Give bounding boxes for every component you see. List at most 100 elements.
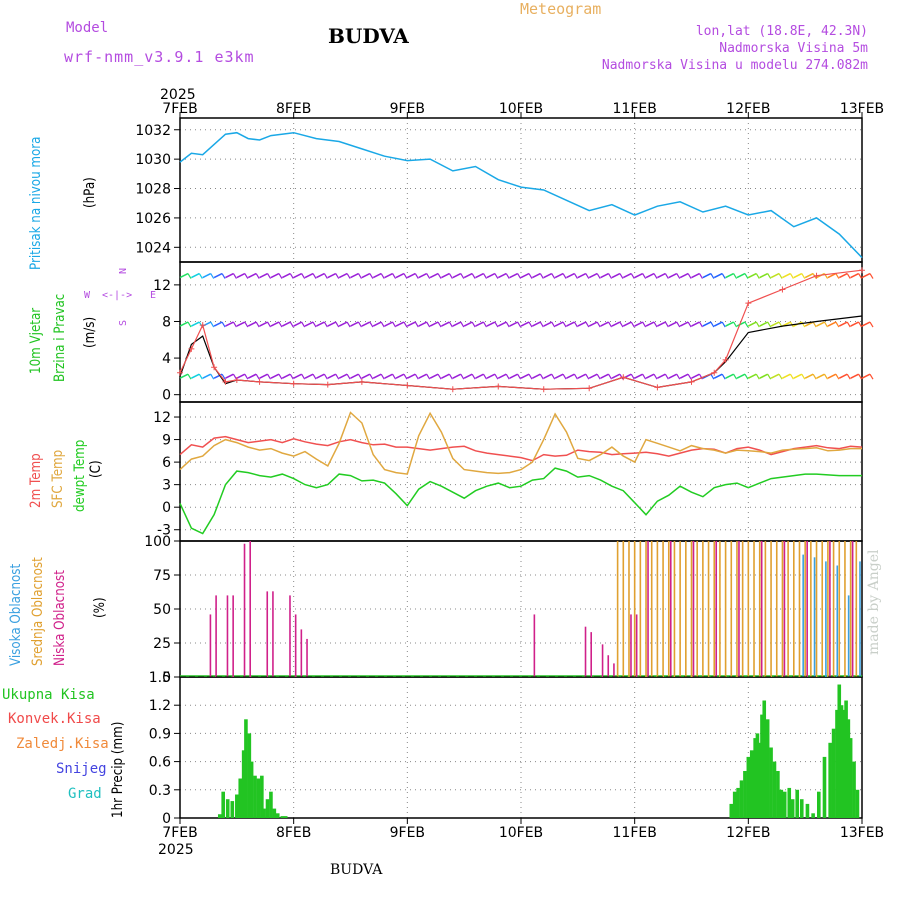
wind-barb-flag — [630, 321, 635, 328]
precip-bar — [779, 789, 784, 818]
wind-barb-flag — [426, 373, 431, 380]
wind-barb — [475, 321, 484, 327]
wind-barb-flag — [835, 373, 840, 380]
wind-barb — [850, 373, 859, 379]
wind-barb — [782, 272, 791, 279]
wind-barb-flag — [687, 373, 692, 380]
wind-barb — [406, 272, 416, 279]
precip-bar — [799, 799, 804, 818]
precip-bar — [848, 738, 853, 818]
precip-bar — [805, 803, 810, 818]
wind-barb-flag — [767, 373, 772, 380]
year-label-bottom: 2025 — [158, 842, 194, 858]
y-tick-label: 0.3 — [149, 783, 171, 799]
wind-barb — [395, 321, 405, 327]
wind-barb-flag — [323, 373, 328, 380]
legend-snow: Snijeg — [56, 761, 107, 777]
precip-bar — [765, 719, 770, 818]
wind-barb — [793, 272, 803, 279]
precip-bar — [265, 799, 270, 818]
wind-barb-flag — [392, 373, 397, 380]
wind-barb-flag — [505, 321, 510, 328]
wind-speed-marker — [688, 378, 695, 385]
wind-speed-marker — [495, 383, 502, 390]
wind-barb — [270, 272, 280, 279]
wind-barb-flag — [619, 373, 624, 380]
wind-speed-marker — [779, 286, 786, 293]
wind-barb — [247, 373, 257, 379]
x-tick-label-top: 8FEB — [276, 101, 311, 117]
wind-barb-flag — [403, 273, 408, 279]
wind-barb — [225, 321, 234, 327]
meteogram-label: Meteogram — [520, 0, 602, 18]
wind-barb-flag — [608, 373, 613, 380]
wind-barb-flag — [346, 373, 351, 380]
y-tick-label: 8 — [162, 314, 171, 330]
wind-speed-marker — [256, 378, 263, 385]
wind-barb — [691, 373, 700, 379]
wind-barb-flag — [517, 273, 522, 279]
wind-barb-flag — [642, 273, 647, 279]
wind-barb-flag — [414, 321, 419, 328]
legend-freezing-rain: Zaledj.Kisa — [16, 736, 109, 752]
wind-barb — [850, 321, 859, 327]
precip-bar — [846, 719, 851, 818]
wind-barb — [372, 272, 382, 279]
wind-barb — [668, 272, 678, 279]
wind-barb-flag — [710, 273, 715, 279]
wind-barb — [406, 321, 416, 327]
precip-bar — [790, 799, 795, 818]
wind-barb — [259, 272, 268, 279]
wind-speed-marker — [586, 385, 593, 392]
wind-barb — [668, 321, 678, 327]
wind-barb — [520, 321, 530, 327]
credit-label: made by Angel — [866, 549, 882, 656]
wind-speed-marker — [404, 382, 411, 389]
wind-barb-flag — [528, 273, 533, 279]
precip-bar — [811, 813, 815, 818]
wind-barb — [372, 373, 382, 379]
year-label-top: 2025 — [160, 87, 196, 103]
wind-barb — [770, 272, 780, 279]
wind-barb — [577, 321, 587, 327]
wind-barb-flag — [562, 273, 567, 279]
wind-barb-flag — [585, 373, 590, 380]
wind-barb-flag — [392, 273, 397, 279]
wind-barb — [259, 321, 268, 327]
wind-barb-flag — [721, 273, 726, 279]
wind-barb-flag — [630, 373, 635, 380]
wind-barb — [679, 272, 689, 279]
wind-speed-marker — [211, 364, 218, 371]
wind-barb-flag — [460, 273, 465, 279]
wind-barb — [770, 373, 780, 379]
wind-barb-flag — [426, 321, 431, 328]
wind-barb — [645, 321, 655, 327]
precip-bar — [855, 789, 860, 818]
wind-barb-flag — [483, 373, 488, 380]
precip-bar — [260, 775, 264, 818]
wind-barb — [293, 321, 303, 327]
wind-barb — [588, 321, 598, 327]
x-tick-label-bottom: 10FEB — [499, 825, 543, 841]
wind-barb-flag — [335, 373, 340, 380]
wind-barb — [486, 321, 496, 327]
precip-bar — [253, 775, 257, 818]
wind-barb-flag — [448, 321, 453, 328]
temp-sfc-line — [179, 411, 862, 475]
wind-barb — [509, 373, 518, 379]
wind-speed-marker — [449, 386, 456, 393]
wind-barb — [191, 272, 200, 279]
wind-barb-flag — [471, 373, 476, 380]
wind-barb-flag — [346, 321, 351, 328]
wind-barb — [532, 272, 541, 279]
precip-bar — [776, 771, 780, 818]
wind-barb-flag — [357, 273, 363, 279]
wind-barb — [225, 272, 234, 279]
precip-bar — [743, 771, 747, 818]
wind-barb — [225, 373, 234, 379]
precip-bar — [283, 816, 288, 818]
wind-barb-flag — [608, 321, 613, 328]
y-tick-label: 1032 — [135, 123, 171, 139]
wind-barb — [429, 373, 439, 379]
wind-barb — [600, 321, 609, 327]
